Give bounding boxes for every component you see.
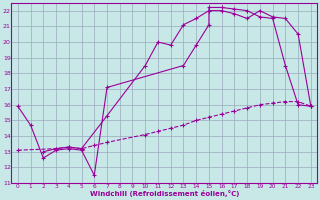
X-axis label: Windchill (Refroidissement éolien,°C): Windchill (Refroidissement éolien,°C) (90, 190, 239, 197)
